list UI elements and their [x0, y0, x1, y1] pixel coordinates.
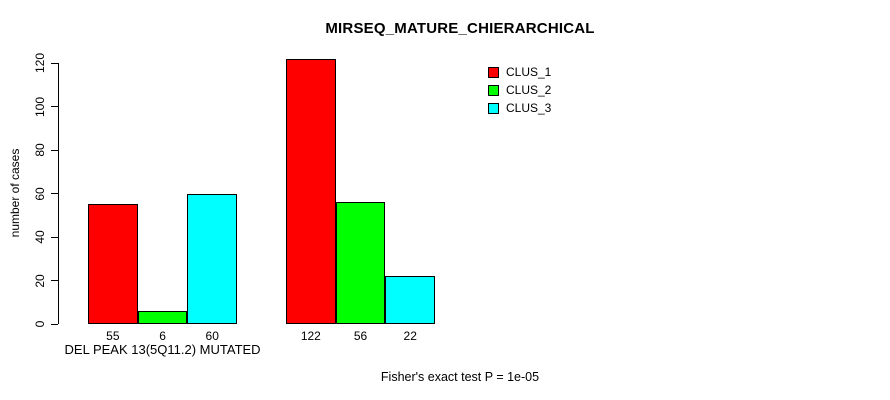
bar-value-label: 22	[403, 329, 417, 343]
y-tick	[51, 62, 58, 64]
y-tick-label: 60	[33, 186, 47, 201]
bar	[335, 202, 386, 324]
bar	[137, 310, 188, 324]
bar-value-label: 55	[106, 329, 120, 343]
legend-swatch	[488, 102, 499, 114]
y-tick	[51, 193, 58, 194]
group-label: DEL PEAK 13(5Q11.2) MUTATED	[64, 342, 261, 357]
y-tick	[51, 106, 58, 107]
y-axis	[58, 63, 59, 324]
y-tick	[51, 280, 58, 281]
bar-value-label: 60	[205, 329, 219, 343]
y-tick-label: 40	[33, 230, 47, 244]
bar	[88, 204, 138, 324]
legend: CLUS_1 CLUS_2 CLUS_3	[488, 63, 551, 117]
y-tick-label: 120	[33, 52, 47, 74]
bar-value-label: 56	[353, 329, 368, 343]
legend-label: CLUS_2	[506, 83, 552, 97]
bar	[286, 58, 336, 324]
bar	[187, 193, 238, 324]
y-tick-label: 0	[33, 320, 47, 328]
legend-item: CLUS_1	[488, 63, 551, 81]
legend-item: CLUS_3	[488, 99, 551, 117]
legend-label: CLUS_3	[506, 101, 552, 115]
y-tick-label: 100	[33, 96, 47, 117]
legend-label: CLUS_1	[506, 65, 552, 79]
y-axis-label: number of cases	[8, 148, 22, 238]
bar	[385, 276, 436, 324]
y-tick	[51, 149, 58, 151]
bar-value-label: 6	[159, 329, 166, 343]
y-tick-label: 80	[33, 143, 47, 157]
y-tick-label: 20	[33, 273, 47, 288]
legend-swatch	[488, 66, 499, 78]
bar-value-label: 122	[300, 329, 321, 343]
legend-item: CLUS_2	[488, 81, 551, 99]
y-tick	[51, 323, 58, 325]
y-tick	[51, 236, 58, 238]
legend-swatch	[488, 84, 499, 96]
annotation-text: Fisher's exact test P = 1e-05	[380, 370, 540, 384]
chart-title: MIRSEQ_MATURE_CHIERARCHICAL	[325, 20, 595, 37]
